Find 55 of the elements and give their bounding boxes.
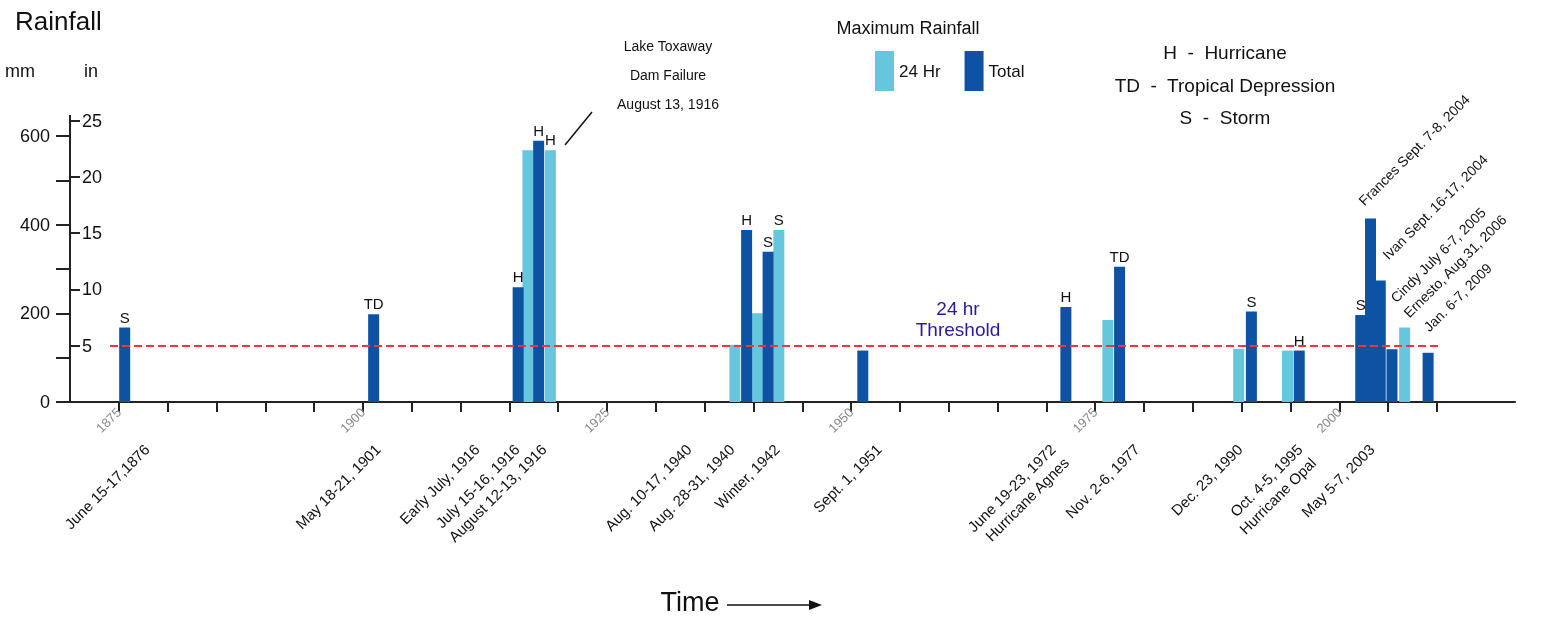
data-label: S bbox=[763, 232, 774, 250]
bar bbox=[1060, 307, 1072, 402]
bar bbox=[762, 251, 774, 402]
bar bbox=[741, 229, 753, 402]
bar bbox=[1399, 327, 1411, 402]
data-label: H bbox=[512, 268, 524, 286]
ref-line-label: 24 hr Threshold bbox=[915, 297, 1001, 340]
bar bbox=[773, 229, 785, 402]
bar bbox=[544, 150, 556, 402]
data-label: H bbox=[544, 131, 556, 149]
bar bbox=[1422, 352, 1434, 402]
legend-title: Maximum Rainfall bbox=[836, 18, 980, 38]
y-tick-label: 600 bbox=[19, 125, 50, 146]
data-label: H bbox=[1293, 331, 1305, 349]
y2-tick-label: 5 bbox=[82, 335, 93, 356]
annotation: S - Storm bbox=[1179, 106, 1271, 128]
bar bbox=[533, 140, 545, 402]
text: Lake Toxaway Dam Failure August 13, 1916 bbox=[617, 38, 720, 112]
data-label: TD bbox=[363, 295, 384, 313]
data-label: S bbox=[119, 308, 130, 326]
bar bbox=[119, 327, 131, 402]
data-label: S bbox=[1355, 296, 1366, 314]
text: H - Hurricane bbox=[1163, 41, 1287, 63]
bar bbox=[368, 314, 380, 402]
y2-axis-title: in bbox=[84, 61, 99, 81]
bar bbox=[1293, 350, 1305, 402]
y2-tick-label: 20 bbox=[82, 166, 103, 187]
chart-title: Rainfall bbox=[15, 6, 102, 36]
data-label: H bbox=[533, 121, 545, 139]
y-tick-label: 200 bbox=[19, 303, 50, 324]
data-label: S bbox=[773, 210, 784, 228]
bar bbox=[522, 150, 534, 402]
y2-tick-label: 15 bbox=[82, 223, 103, 244]
bar bbox=[1282, 350, 1294, 402]
legend-label: 24 Hr bbox=[899, 61, 941, 81]
y-tick-label: 400 bbox=[19, 214, 50, 235]
bar bbox=[857, 350, 869, 402]
bar bbox=[751, 313, 763, 402]
data-label: TD bbox=[1109, 247, 1130, 265]
text: Time bbox=[660, 587, 720, 617]
bar bbox=[512, 287, 524, 402]
legend-label: Total bbox=[988, 61, 1025, 81]
y-axis-title: mm bbox=[5, 61, 35, 81]
bar bbox=[729, 344, 741, 402]
data-label: H bbox=[741, 210, 753, 228]
data-label: S bbox=[1246, 292, 1257, 310]
y-tick-label: 0 bbox=[39, 392, 50, 412]
bar bbox=[1233, 348, 1245, 402]
bar bbox=[1114, 266, 1126, 402]
y2-tick-label: 10 bbox=[82, 279, 103, 300]
bar bbox=[1245, 311, 1257, 402]
bar bbox=[1102, 319, 1114, 402]
data-label: H bbox=[1060, 288, 1072, 306]
text: TD - Tropical Depression bbox=[1114, 74, 1336, 96]
y2-tick-label: 25 bbox=[82, 110, 103, 131]
